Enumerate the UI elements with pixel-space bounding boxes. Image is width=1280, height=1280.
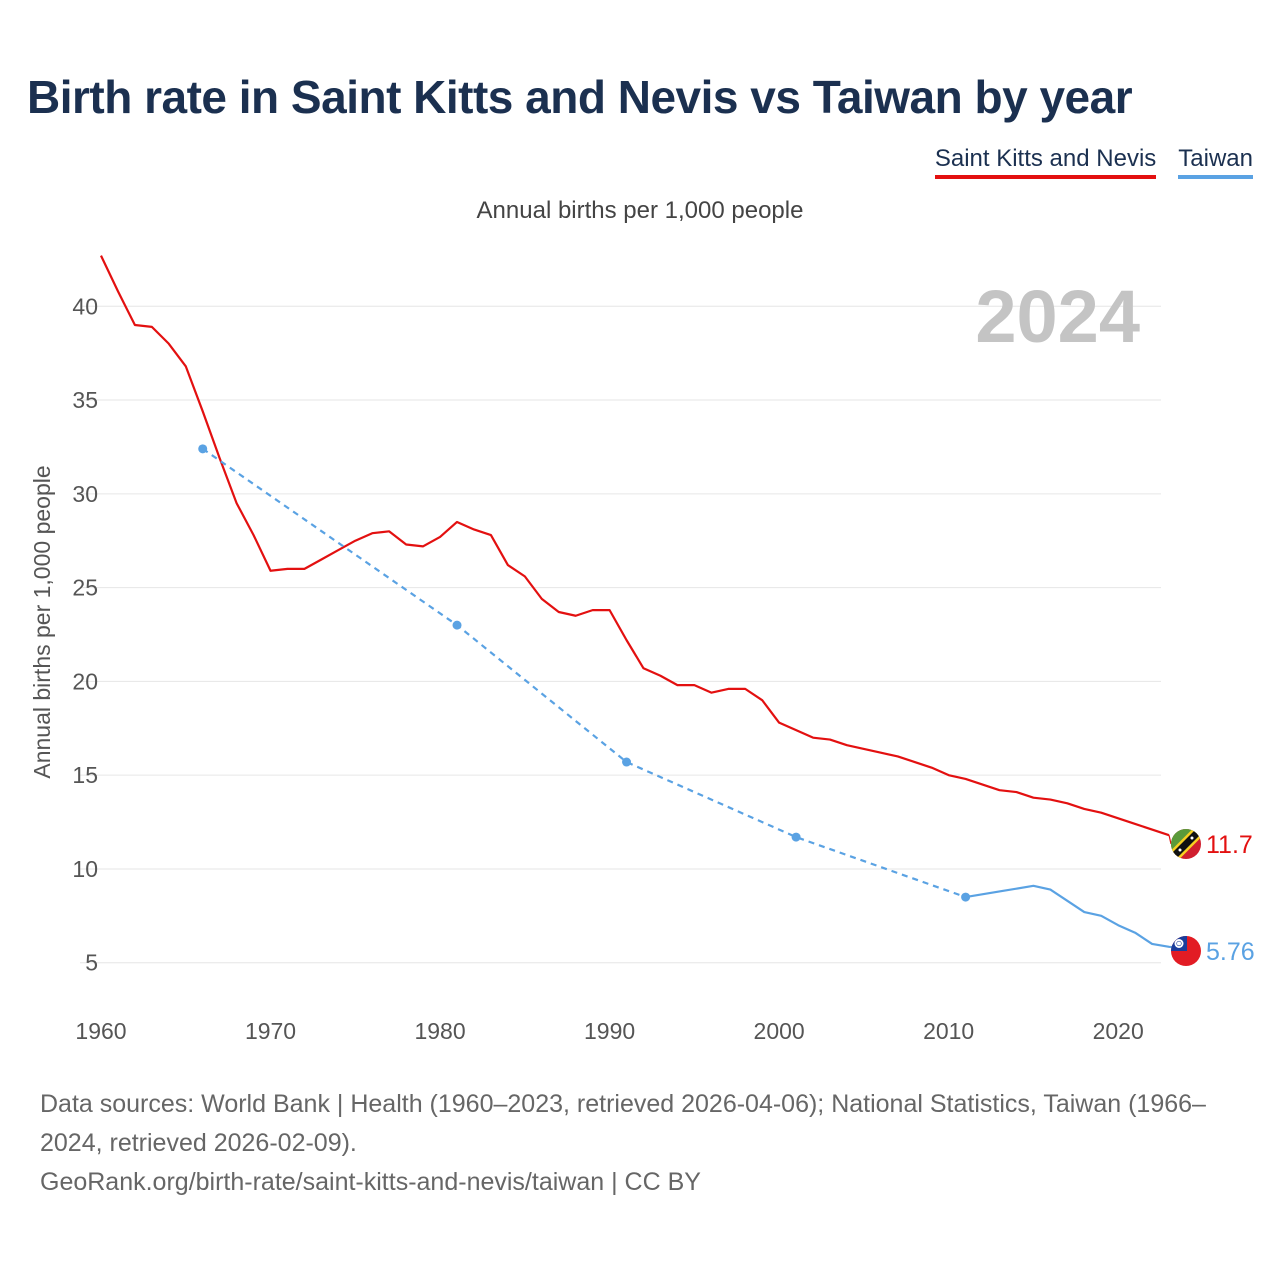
- line-chart: 5 10 15 20 25 30 35 40 1960 1970 1980 1990 2000 2010 2…: [29, 255, 1255, 1044]
- x-tick-label-2000: 2000: [754, 1018, 805, 1044]
- x-tick-label-1980: 1980: [414, 1018, 465, 1044]
- credit-line: GeoRank.org/birth-rate/saint-kitts-and-n…: [40, 1168, 701, 1196]
- series-line-taiwan-dashed: [202, 447, 966, 899]
- x-tick-label-1960: 1960: [75, 1018, 126, 1044]
- data-sources: Data sources: World Bank | Health (1960–…: [40, 1090, 1206, 1157]
- x-tick-label-2020: 2020: [1093, 1018, 1144, 1044]
- y-tick-label-40: 40: [72, 293, 98, 319]
- series-line-saint-kitts-and-nevis: [100, 255, 1170, 837]
- data-point-taiwan-2001: [791, 832, 801, 842]
- y-tick-label-10: 10: [72, 856, 98, 882]
- legend-item-saint-kitts-and-nevis[interactable]: Saint Kitts and Nevis: [934, 145, 1157, 179]
- y-tick-label-5: 5: [85, 950, 98, 976]
- y-tick-label-20: 20: [72, 668, 98, 694]
- end-value-label-saint-kitts-and-nevis: 11.7: [1206, 831, 1253, 859]
- chart-subtitle: Annual births per 1,000 people: [476, 197, 804, 224]
- data-point-taiwan-2011: [961, 892, 971, 902]
- data-point-taiwan-1991: [622, 757, 632, 767]
- footer: Data sources: World Bank | Health (1960–…: [40, 1085, 1250, 1202]
- x-tick-label-1970: 1970: [245, 1018, 296, 1044]
- x-tick-label-1990: 1990: [584, 1018, 635, 1044]
- data-point-taiwan-1981: [452, 620, 462, 630]
- y-axis-label: Annual births per 1,000 people: [29, 465, 55, 778]
- y-tick-label-15: 15: [72, 762, 98, 788]
- end-connector-saint-kitts-and-nevis: [1168, 835, 1172, 845]
- legend: Saint Kitts and Nevis Taiwan: [934, 145, 1253, 179]
- chart-title: Birth rate in Saint Kitts and Nevis vs T…: [27, 71, 1133, 123]
- y-tick-label-25: 25: [72, 575, 98, 601]
- data-point-taiwan-1966: [198, 444, 208, 454]
- legend-item-taiwan[interactable]: Taiwan: [1178, 145, 1253, 179]
- series-line-taiwan: [965, 884, 1187, 950]
- y-tick-label-35: 35: [72, 387, 98, 413]
- y-tick-label-30: 30: [72, 481, 98, 507]
- taiwan-flag-icon: [1171, 936, 1201, 966]
- saint-kitts-and-nevis-flag-icon: [1171, 829, 1201, 859]
- end-value-label-taiwan: 5.76: [1206, 938, 1255, 966]
- year-watermark: 2024: [975, 275, 1140, 358]
- x-tick-label-2010: 2010: [923, 1018, 974, 1044]
